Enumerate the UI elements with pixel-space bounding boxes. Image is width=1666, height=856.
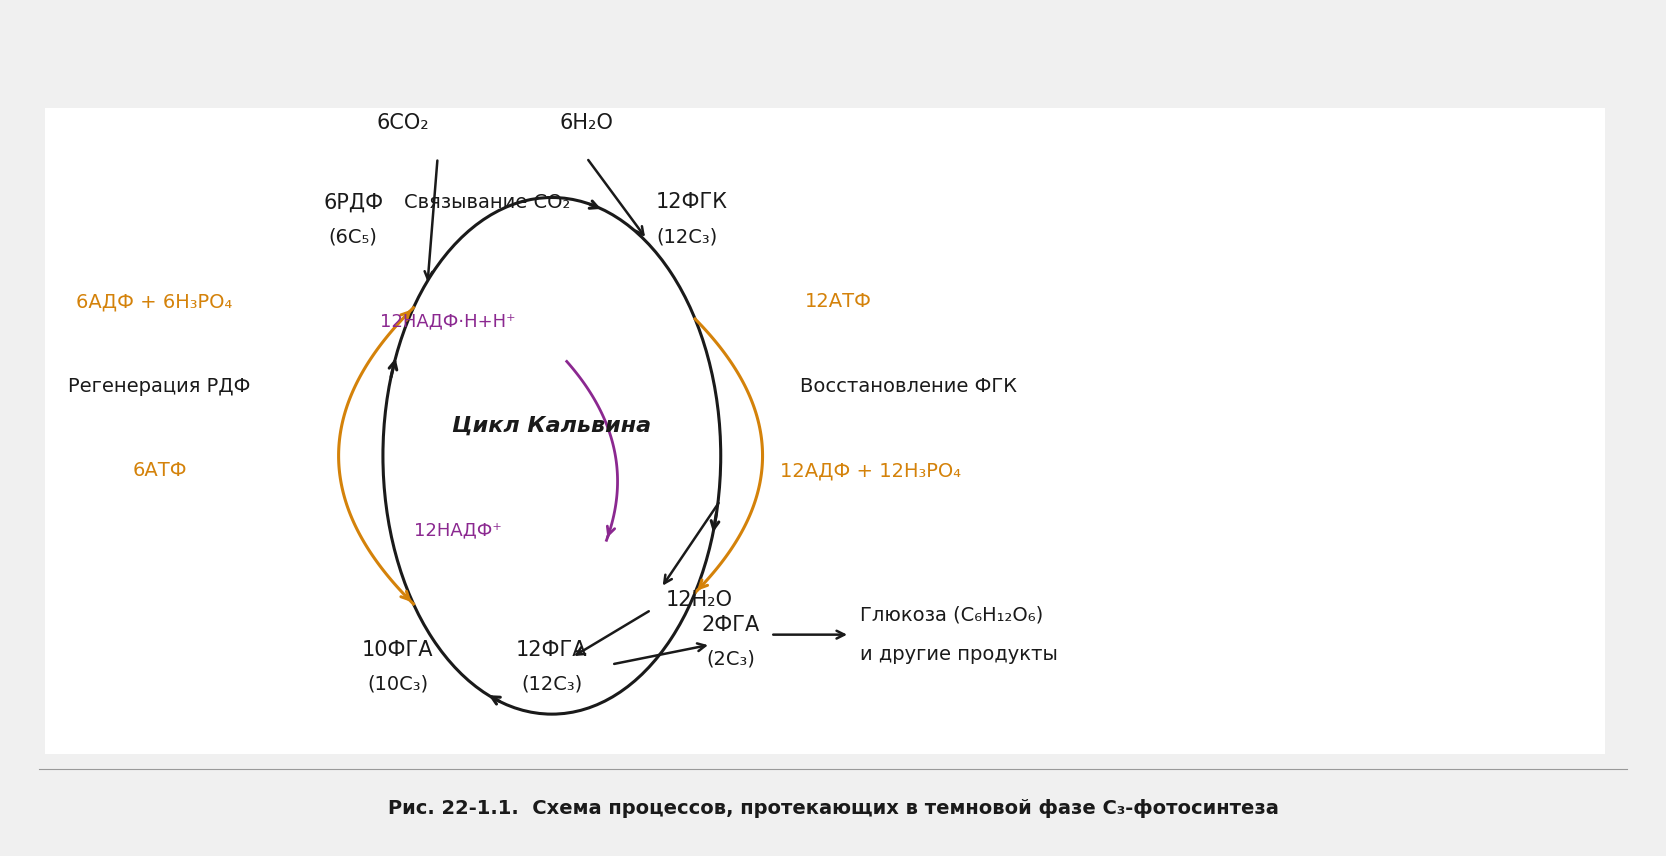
Text: Связывание CO₂: Связывание CO₂	[405, 193, 570, 212]
Text: Рис. 22-1.1.  Схема процессов, протекающих в темновой фазе С₃-фотосинтеза: Рис. 22-1.1. Схема процессов, протекающи…	[388, 799, 1278, 818]
Text: и другие продукты: и другие продукты	[860, 645, 1058, 664]
Text: 12АДФ + 12Н₃РО₄: 12АДФ + 12Н₃РО₄	[780, 461, 961, 480]
Text: (2C₃): (2C₃)	[706, 650, 755, 669]
Text: (12C₃): (12C₃)	[521, 675, 583, 694]
Text: 2ФГА: 2ФГА	[701, 615, 760, 634]
Text: (12C₃): (12C₃)	[656, 228, 718, 247]
Text: Регенерация РДФ: Регенерация РДФ	[68, 377, 250, 395]
Text: 12Н₂O: 12Н₂O	[666, 590, 733, 609]
Text: 6H₂O: 6H₂O	[560, 113, 613, 133]
Text: 12АТФ: 12АТФ	[805, 293, 871, 312]
Text: Восстановление ФГК: Восстановление ФГК	[800, 377, 1018, 395]
FancyBboxPatch shape	[35, 88, 1614, 764]
Text: (6C₅): (6C₅)	[328, 228, 378, 247]
Text: 12НАДФ⁺: 12НАДФ⁺	[413, 521, 501, 539]
Text: 6АДФ + 6Н₃РО₄: 6АДФ + 6Н₃РО₄	[77, 293, 233, 312]
Text: 12ФГА: 12ФГА	[516, 639, 588, 660]
Text: 6РДФ: 6РДФ	[323, 193, 383, 212]
FancyBboxPatch shape	[45, 108, 1604, 754]
Text: 6АТФ: 6АТФ	[132, 461, 187, 480]
Text: 6CO₂: 6CO₂	[377, 113, 430, 133]
Text: (10C₃): (10C₃)	[367, 675, 428, 694]
Text: Глюкоза (C₆Н₁₂O₆): Глюкоза (C₆Н₁₂O₆)	[860, 605, 1043, 624]
Text: Цикл Кальвина: Цикл Кальвина	[451, 416, 651, 436]
Text: 12ФГК: 12ФГК	[656, 193, 728, 212]
Text: 12НАДФ·Н+Н⁺: 12НАДФ·Н+Н⁺	[380, 312, 515, 330]
Text: 10ФГА: 10ФГА	[362, 639, 433, 660]
